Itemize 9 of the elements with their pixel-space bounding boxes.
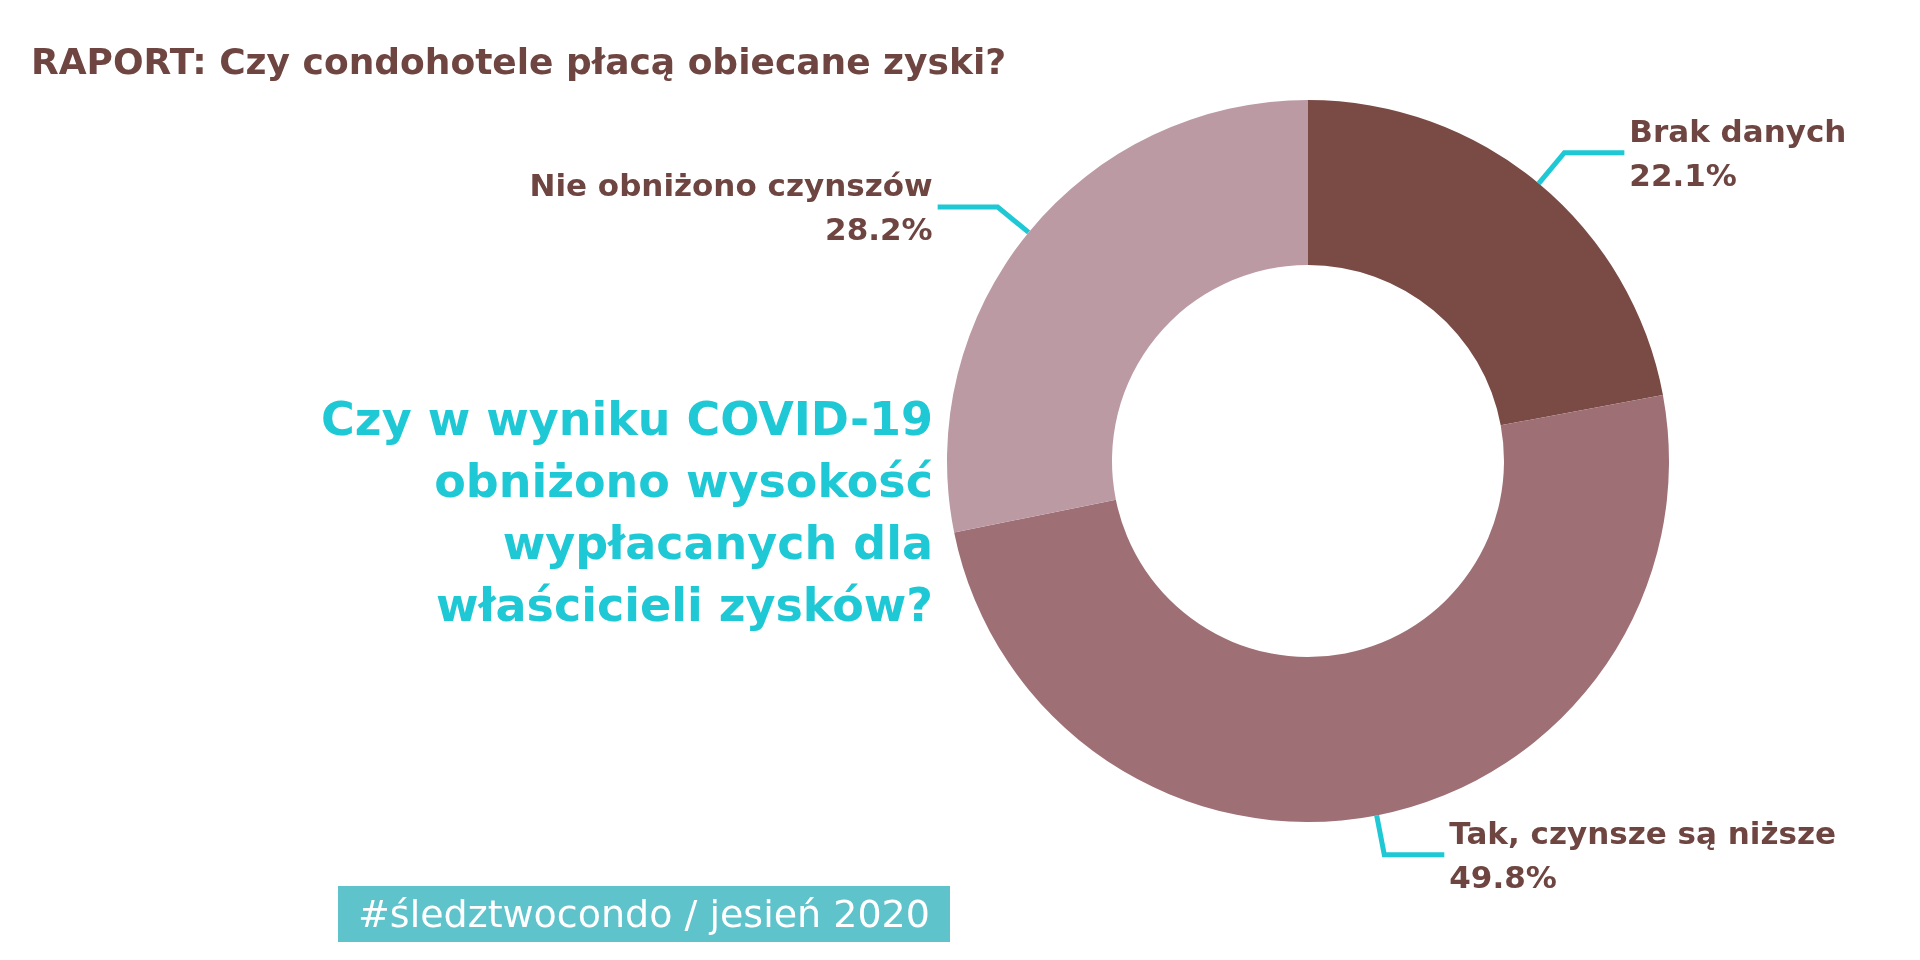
slice-label: Tak, czynsze są niższe: [1449, 814, 1836, 851]
slice-label: Brak danych: [1629, 112, 1847, 149]
data-label: 49.8%: [1449, 858, 1557, 895]
text: #śledztwocondo / jesień 2020: [338, 886, 950, 942]
chart-title: RAPORT: Czy condohotele płacą obiecane zyski?: [31, 40, 1007, 82]
data-label: 28.2%: [825, 211, 933, 248]
text: Czy w wyniku COVID-19 obniżono wysokość wypłacanych dla właścicieli zysków?: [320, 391, 933, 634]
slice-label: Nie obniżono czynszów: [529, 167, 933, 204]
data-label: 22.1%: [1629, 156, 1737, 193]
